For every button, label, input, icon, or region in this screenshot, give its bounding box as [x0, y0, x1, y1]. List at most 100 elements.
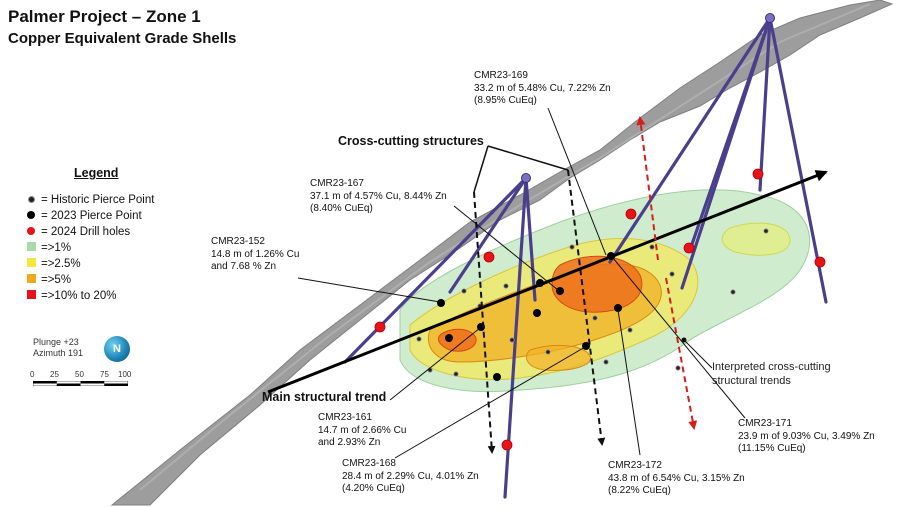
historic-pierce-point — [627, 327, 633, 333]
pierce-point-2023 — [556, 287, 564, 295]
drill-2024-icon — [27, 227, 35, 235]
historic-pierce-point — [603, 359, 609, 365]
topographic-surface-highlight — [139, 3, 871, 491]
shell-10pct-swatch — [26, 290, 36, 299]
intercept-line: 23.9 m of 9.03% Cu, 3.49% Zn — [738, 430, 875, 442]
scale-tick-label: 75 — [100, 370, 109, 379]
hole-id: CMR23-169 — [474, 70, 528, 81]
drill-hole-trace — [758, 16, 772, 192]
historic-pierce-point — [416, 336, 422, 342]
legend-label: = 2023 Pierce Point — [41, 210, 142, 222]
drill-hole-trace — [343, 176, 528, 364]
interpreted-callout: Interpreted cross-cutting structural tre… — [712, 360, 831, 388]
leader-anchor — [681, 337, 687, 343]
pierce-point-2023-icon — [27, 211, 35, 219]
shell-5pct-swatch — [26, 274, 36, 283]
leader-cmr23-169 — [547, 107, 607, 256]
historic-pierce-point — [503, 283, 509, 289]
shell-5pct-south — [526, 345, 591, 371]
scale-bar — [33, 381, 128, 386]
intercept-line: (8.95% CuEq) — [474, 95, 537, 106]
legend-item-5pct: =>5% — [24, 272, 71, 288]
intercept-line: (11.15% CuEq) — [738, 443, 806, 454]
drill-2024-marker — [814, 256, 826, 268]
drill-hole-trace — [768, 16, 828, 304]
pierce-point-2023 — [445, 334, 453, 342]
legend-item-2023: = 2023 Pierce Point — [24, 208, 142, 224]
drill-2024-markers — [374, 168, 826, 451]
historic-pierce-point-icon — [27, 196, 35, 203]
intercept-line: 43.8 m of 6.54% Cu, 3.15% Zn — [608, 472, 745, 484]
hole-id: CMR23-168 — [342, 458, 396, 469]
pierce-point-2023 — [493, 373, 501, 381]
historic-pierce-point — [730, 289, 736, 295]
drill-2024-marker — [625, 208, 637, 220]
orientation-text: Plunge +23 Azimuth 191 — [33, 337, 83, 359]
drill-2024-marker — [752, 168, 764, 180]
page-title: Palmer Project – Zone 1 — [8, 7, 201, 26]
interpreted-callout-line: Interpreted cross-cutting — [712, 361, 831, 373]
azimuth-label: Azimuth 191 — [33, 348, 84, 358]
legend-label: =>2.5% — [41, 258, 81, 270]
plunge-label: Plunge +23 — [33, 337, 79, 347]
shell-2-5pct-swatch — [26, 258, 36, 267]
drill-hole-trace — [608, 16, 772, 264]
legend-item-historic: = Historic Pierce Point — [24, 192, 154, 208]
intercept-label-cmr23-172: CMR23-172 43.8 m of 6.54% Cu, 3.15% Zn (… — [608, 460, 745, 498]
drill-2024-marker — [683, 242, 695, 254]
legend-label: = Historic Pierce Point — [41, 194, 155, 206]
hole-id: CMR23-171 — [738, 418, 792, 429]
cross-cut-dashed-arrow — [473, 191, 496, 454]
scale-labels: 0 25 50 75 100 — [30, 370, 140, 380]
historic-pierce-point — [569, 244, 575, 250]
leader-cmr23-167 — [453, 205, 559, 291]
intercept-label-cmr23-169: CMR23-169 33.2 m of 5.48% Cu, 7.22% Zn (… — [474, 70, 611, 108]
legend-item-1pct: =>1% — [24, 240, 71, 256]
leader-cmr23-172 — [617, 309, 641, 456]
interpreted-trend-arrow — [636, 116, 659, 261]
historic-pierce-point — [509, 337, 515, 343]
intercept-line: (4.20% CuEq) — [342, 483, 405, 494]
intercept-line: 14.8 m of 1.26% Cu — [211, 248, 300, 260]
intercept-label-cmr23-171: CMR23-171 23.9 m of 9.03% Cu, 3.49% Zn (… — [738, 418, 875, 456]
hole-id: CMR23-152 — [211, 236, 265, 247]
cross-cutting-arrows — [473, 145, 606, 454]
shell-10pct — [551, 255, 643, 313]
legend-label: =>5% — [41, 274, 72, 286]
leader-cmr23-152 — [297, 277, 441, 303]
legend-label: = 2024 Drill holes — [41, 226, 131, 238]
historic-pierce-point — [669, 271, 675, 277]
drill-hole-trace — [680, 16, 772, 290]
leader-cmr23-168 — [394, 346, 586, 459]
intercept-line: (8.40% CuEq) — [310, 203, 373, 214]
cross-cut-pointer — [473, 145, 489, 193]
historic-pierce-point — [649, 244, 655, 250]
scale-tick-label: 100 — [118, 370, 132, 379]
pierce-point-2023 — [533, 309, 541, 317]
intercept-line: and 2.93% Zn — [318, 437, 381, 448]
intercept-label-cmr23-152: CMR23-152 14.8 m of 1.26% Cu and 7.68 % … — [211, 236, 299, 274]
intercept-line: 28.4 m of 2.29% Cu, 4.01% Zn — [342, 470, 479, 482]
leader-cmr23-171 — [612, 257, 746, 419]
collar-marker — [765, 13, 775, 23]
shell-1pct-east — [721, 222, 791, 256]
legend-title: Legend — [74, 166, 119, 180]
intercept-line: 14.7 m of 2.66% Cu — [318, 424, 407, 436]
cross-cut-dashed-arrow — [567, 169, 606, 446]
historic-pierce-point — [461, 288, 467, 294]
intercept-line: and 7.68 % Zn — [211, 261, 277, 272]
intercept-label-cmr23-167: CMR23-167 37.1 m of 4.57% Cu, 8.44% Zn (… — [310, 178, 447, 216]
legend-label: =>10% to 20% — [41, 290, 117, 302]
hole-id: CMR23-167 — [310, 178, 364, 189]
leader-lines — [297, 107, 746, 459]
scale-tick-label: 50 — [75, 370, 84, 379]
leader-interpreted — [683, 339, 713, 369]
scale-tick-label: 25 — [50, 370, 59, 379]
pierce-point-2023 — [614, 304, 622, 312]
pierce-point-2023 — [437, 299, 445, 307]
drill-2024-marker — [374, 321, 386, 333]
hole-id: CMR23-161 — [318, 412, 372, 423]
legend-item-2-5pct: =>2.5% — [24, 256, 81, 272]
legend-item-2024: = 2024 Drill holes — [24, 224, 130, 240]
drill-holes — [343, 16, 828, 499]
